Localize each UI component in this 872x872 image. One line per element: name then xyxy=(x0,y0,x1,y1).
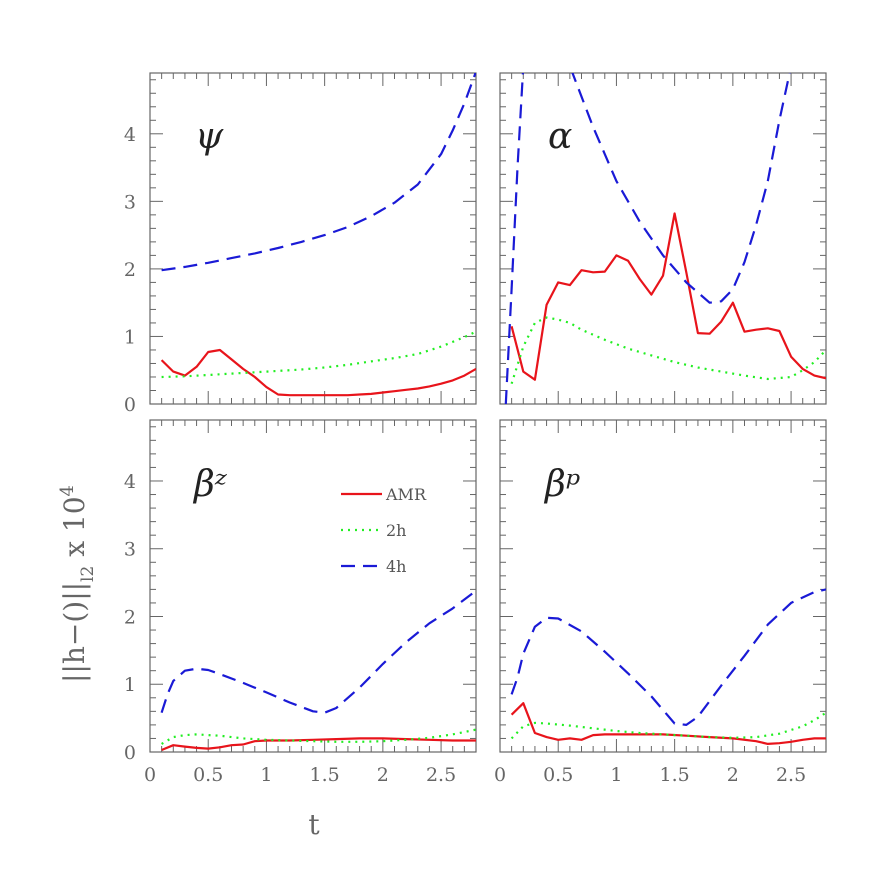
y-tick-label: 4 xyxy=(124,124,136,146)
series-line-4h xyxy=(160,589,476,714)
panel-frame xyxy=(149,72,477,405)
panel-label: α xyxy=(548,116,572,157)
panel-series xyxy=(160,73,476,397)
series-line-4h xyxy=(510,588,826,727)
panel-label: βᶻ xyxy=(192,464,228,505)
panel-ticks xyxy=(149,73,477,405)
x-tick-label: 2 xyxy=(727,764,739,786)
series-line-amr xyxy=(161,737,476,752)
x-tick-label: 2.5 xyxy=(776,764,806,786)
series-line-4h xyxy=(504,73,791,404)
y-axis-title-mid: x 10 xyxy=(58,496,91,565)
x-tick-label: 0 xyxy=(144,764,156,786)
y-axis-title-sup: 4 xyxy=(57,485,78,496)
series-line-amr xyxy=(510,702,826,746)
series-line-4h xyxy=(161,73,476,272)
panel-series xyxy=(504,73,826,404)
panels-group: 0 1 2 3 4 ψ α 0 1 2 3 4 0 0.5 1 1.5 2 2.5 βᶻ 0 0.5 1 1.5 2 2.5 βᵖ… xyxy=(124,72,827,786)
panel-3: 0 1 2 3 4 0 0.5 1 1.5 2 2.5 βᶻ xyxy=(124,419,477,786)
y-tick-label: 1 xyxy=(124,326,136,348)
x-axis-title: t xyxy=(308,808,320,841)
panel-frame xyxy=(499,72,827,405)
panel-frame xyxy=(149,419,477,753)
y-tick-label: 0 xyxy=(124,742,136,764)
y-tick-label: 2 xyxy=(124,259,136,281)
x-tick-label: 1 xyxy=(610,764,622,786)
axis-titles: t ||h−()||l2 x 104 xyxy=(57,485,320,841)
y-axis-title-sub: l2 xyxy=(78,566,98,582)
x-tick-label: 1.5 xyxy=(660,764,690,786)
y-tick-label: 1 xyxy=(124,674,136,696)
legend-entry-2h: 2h xyxy=(386,521,406,540)
y-tick-label: 0 xyxy=(124,394,136,416)
series-line-2h xyxy=(161,728,476,745)
y-axis-title-base: ||h−()|| xyxy=(58,582,91,683)
series-line-2h xyxy=(161,330,476,379)
x-tick-label: 1.5 xyxy=(310,764,340,786)
x-tick-label: 0.5 xyxy=(193,764,223,786)
panel-frame xyxy=(499,419,827,753)
y-axis-title: ||h−()||l2 x 104 xyxy=(57,485,98,683)
panel-ticks xyxy=(499,73,827,405)
series-line-amr xyxy=(510,212,826,381)
panel-series xyxy=(160,589,476,752)
legend: AMR 2h 4h xyxy=(341,485,427,576)
x-tick-label: 0 xyxy=(494,764,506,786)
y-tick-label: 2 xyxy=(124,606,136,628)
y-tick-label: 3 xyxy=(124,539,136,561)
panel-series xyxy=(510,588,826,746)
x-tick-label: 1 xyxy=(260,764,272,786)
panel-label: βᵖ xyxy=(543,464,580,505)
x-tick-label: 2.5 xyxy=(426,764,456,786)
x-tick-label: 2 xyxy=(377,764,389,786)
x-tick-label: 0.5 xyxy=(543,764,573,786)
panel-2: α xyxy=(499,72,827,405)
series-line-2h xyxy=(510,316,826,385)
panel-1: 0 1 2 3 4 ψ xyxy=(124,72,477,416)
legend-entry-amr: AMR xyxy=(385,485,427,504)
panel-label: ψ xyxy=(195,116,224,157)
series-line-amr xyxy=(160,348,476,397)
series-line-2h xyxy=(510,711,826,740)
panel-4: 0 0.5 1 1.5 2 2.5 βᵖ xyxy=(494,419,827,786)
y-tick-label: 4 xyxy=(124,471,136,493)
y-tick-label: 3 xyxy=(124,191,136,213)
legend-entry-4h: 4h xyxy=(386,557,406,576)
